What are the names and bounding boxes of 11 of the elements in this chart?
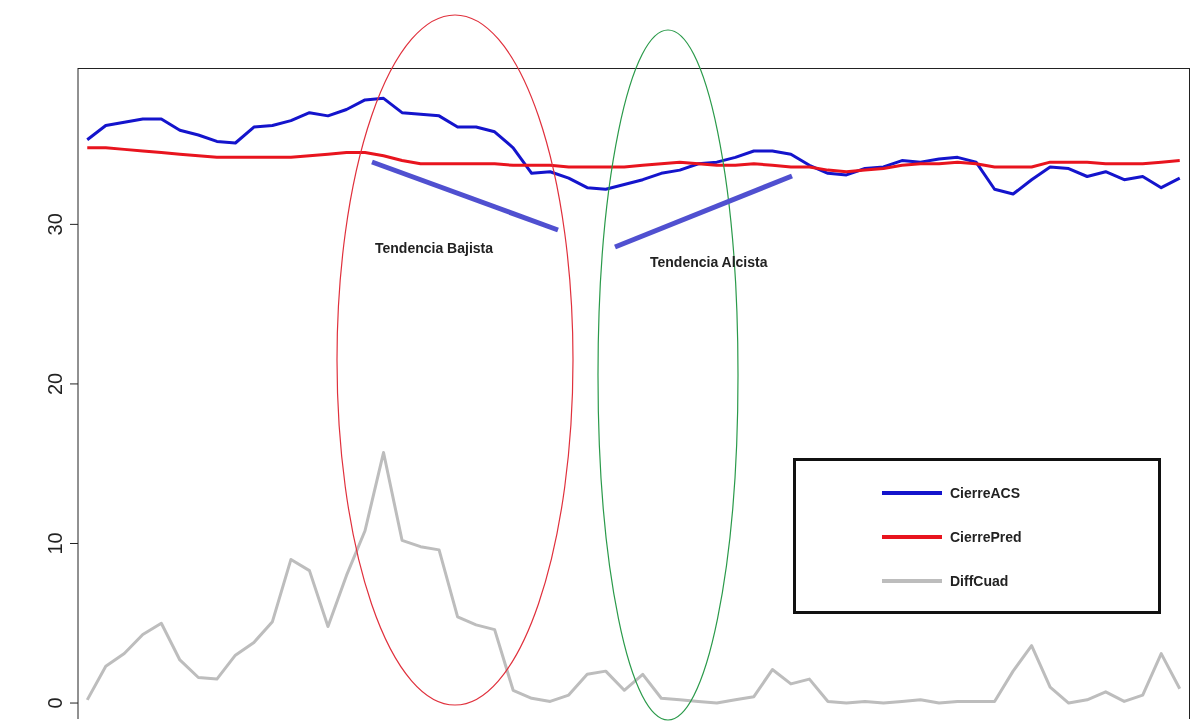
legend-label: CierreACS xyxy=(950,485,1021,501)
y-tick-label: 10 xyxy=(44,532,66,555)
y-tick-label: 0 xyxy=(44,697,66,709)
legend-label: DiffCuad xyxy=(950,573,1009,589)
y-tick-label: 30 xyxy=(44,213,66,236)
annotation: Tendencia Bajista xyxy=(375,240,494,256)
line-series xyxy=(85,451,1182,705)
y-tick-label: 20 xyxy=(44,372,66,396)
line-series xyxy=(85,96,1182,196)
legend-label: CierrePred xyxy=(950,529,1022,545)
line-series xyxy=(85,146,1182,174)
